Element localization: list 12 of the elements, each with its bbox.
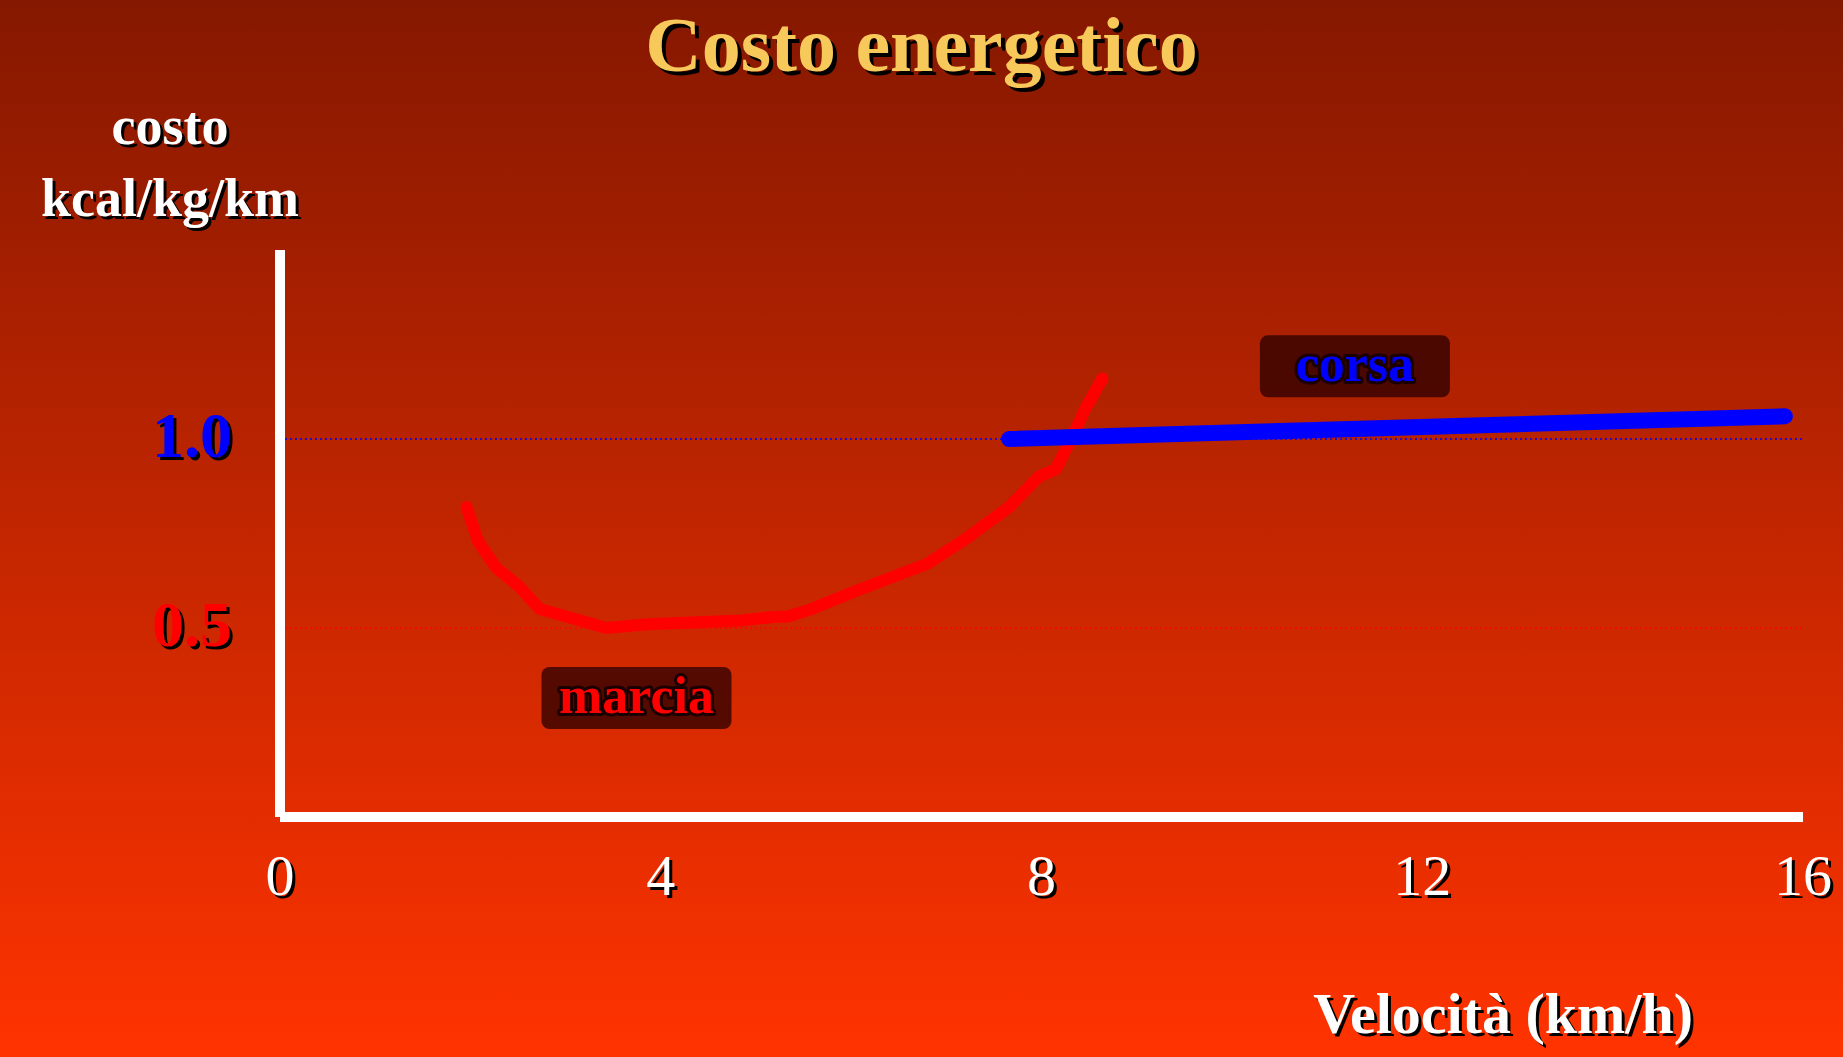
y-tick-label: 1.0 (152, 400, 232, 471)
y-axis-title: costo kcal/kg/km (39, 95, 301, 230)
x-axis-title: Velocità (km/h) (1313, 980, 1693, 1047)
series-label: corsa (1295, 335, 1415, 393)
x-tick-label: 8 (1027, 843, 1056, 908)
x-tick-label: 4 (646, 843, 676, 908)
x-tick-label: 16 (1774, 843, 1832, 908)
chart-title: Costo energetico (644, 0, 1199, 90)
series-label: marcia (559, 667, 714, 724)
x-tick-label: 12 (1393, 843, 1452, 908)
x-tick-label: 0 (265, 843, 295, 908)
y-tick-label: 0.5 (152, 589, 232, 660)
